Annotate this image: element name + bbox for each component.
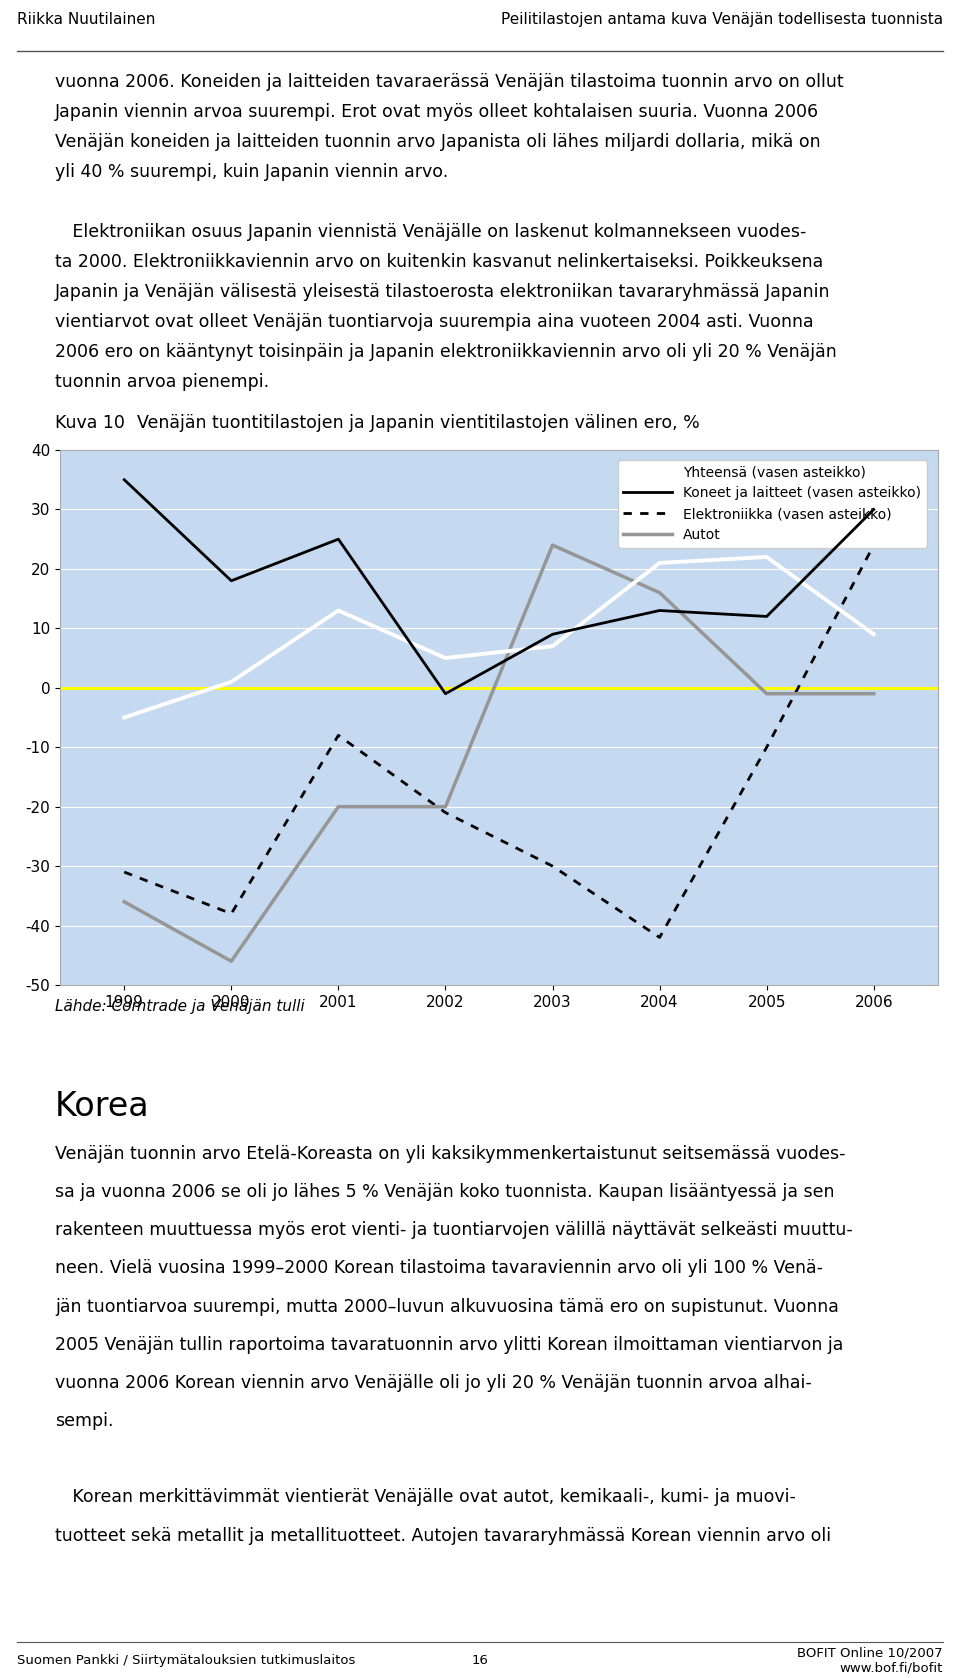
Text: sempi.: sempi. [55, 1413, 113, 1430]
Text: Suomen Pankki / Siirtymätalouksien tutkimuslaitos: Suomen Pankki / Siirtymätalouksien tutki… [17, 1655, 355, 1668]
Text: Kuva 10: Kuva 10 [55, 413, 125, 431]
Text: tuotteet sekä metallit ja metallituotteet. Autojen tavararyhmässä Korean viennin: tuotteet sekä metallit ja metallituottee… [55, 1527, 831, 1545]
Text: sa ja vuonna 2006 se oli jo lähes 5 % Venäjän koko tuonnista. Kaupan lisääntyess: sa ja vuonna 2006 se oli jo lähes 5 % Ve… [55, 1183, 834, 1201]
Legend: Yhteensä (vasen asteikko), Koneet ja laitteet (vasen asteikko), Elektroniikka (v: Yhteensä (vasen asteikko), Koneet ja lai… [618, 460, 926, 547]
Text: vuonna 2006 Korean viennin arvo Venäjälle oli jo yli 20 % Venäjän tuonnin arvoa : vuonna 2006 Korean viennin arvo Venäjäll… [55, 1374, 812, 1393]
Text: Venäjän tuonnin arvo Etelä-Koreasta on yli kaksikymmenkertaistunut seitsemässä v: Venäjän tuonnin arvo Etelä-Koreasta on y… [55, 1144, 846, 1163]
Text: neen. Vielä vuosina 1999–2000 Korean tilastoima tavaraviennin arvo oli yli 100 %: neen. Vielä vuosina 1999–2000 Korean til… [55, 1260, 823, 1277]
Text: Elektroniikan osuus Japanin viennistä Venäjälle on laskenut kolmannekseen vuodes: Elektroniikan osuus Japanin viennistä Ve… [55, 223, 806, 242]
Text: BOFIT Online 10/2007
www.bof.fi/bofit: BOFIT Online 10/2007 www.bof.fi/bofit [797, 1646, 943, 1675]
Text: Peilitilastojen antama kuva Venäjän todellisesta tuonnista: Peilitilastojen antama kuva Venäjän tode… [500, 12, 943, 27]
Text: Japanin ja Venäjän välisestä yleisestä tilastoerosta elektroniikan tavararyhmäss: Japanin ja Venäjän välisestä yleisestä t… [55, 284, 830, 300]
Text: Japanin viennin arvoa suurempi. Erot ovat myös olleet kohtalaisen suuria. Vuonna: Japanin viennin arvoa suurempi. Erot ova… [55, 102, 819, 121]
Text: jän tuontiarvoa suurempi, mutta 2000–luvun alkuvuosina tämä ero on supistunut. V: jän tuontiarvoa suurempi, mutta 2000–luv… [55, 1297, 839, 1316]
Text: vuonna 2006. Koneiden ja laitteiden tavaraerässä Venäjän tilastoima tuonnin arvo: vuonna 2006. Koneiden ja laitteiden tava… [55, 74, 844, 91]
Text: Riikka Nuutilainen: Riikka Nuutilainen [17, 12, 156, 27]
Text: vientiarvot ovat olleet Venäjän tuontiarvoja suurempia aina vuoteen 2004 asti. V: vientiarvot ovat olleet Venäjän tuontiar… [55, 314, 814, 331]
Text: Korean merkittävimmät vientierät Venäjälle ovat autot, kemikaali-, kumi- ja muov: Korean merkittävimmät vientierät Venäjäl… [55, 1488, 796, 1507]
Text: Korea: Korea [55, 1089, 150, 1123]
Text: 2005 Venäjän tullin raportoima tavaratuonnin arvo ylitti Korean ilmoittaman vien: 2005 Venäjän tullin raportoima tavaratuo… [55, 1336, 844, 1354]
Text: Venäjän tuontitilastojen ja Japanin vientitilastojen välinen ero, %: Venäjän tuontitilastojen ja Japanin vien… [137, 413, 700, 431]
Text: 16: 16 [471, 1655, 489, 1668]
Text: Venäjän koneiden ja laitteiden tuonnin arvo Japanista oli lähes miljardi dollari: Venäjän koneiden ja laitteiden tuonnin a… [55, 133, 821, 151]
Text: tuonnin arvoa pienempi.: tuonnin arvoa pienempi. [55, 373, 269, 391]
Text: rakenteen muuttuessa myös erot vienti- ja tuontiarvojen välillä näyttävät selkeä: rakenteen muuttuessa myös erot vienti- j… [55, 1222, 852, 1238]
Text: yli 40 % suurempi, kuin Japanin viennin arvo.: yli 40 % suurempi, kuin Japanin viennin … [55, 163, 448, 181]
Text: Lähde: Comtrade ja Venäjän tulli: Lähde: Comtrade ja Venäjän tulli [55, 1000, 304, 1015]
Text: 2006 ero on kääntynyt toisinpäin ja Japanin elektroniikkaviennin arvo oli yli 20: 2006 ero on kääntynyt toisinpäin ja Japa… [55, 342, 837, 361]
Text: ta 2000. Elektroniikkaviennin arvo on kuitenkin kasvanut nelinkertaiseksi. Poikk: ta 2000. Elektroniikkaviennin arvo on ku… [55, 253, 824, 272]
